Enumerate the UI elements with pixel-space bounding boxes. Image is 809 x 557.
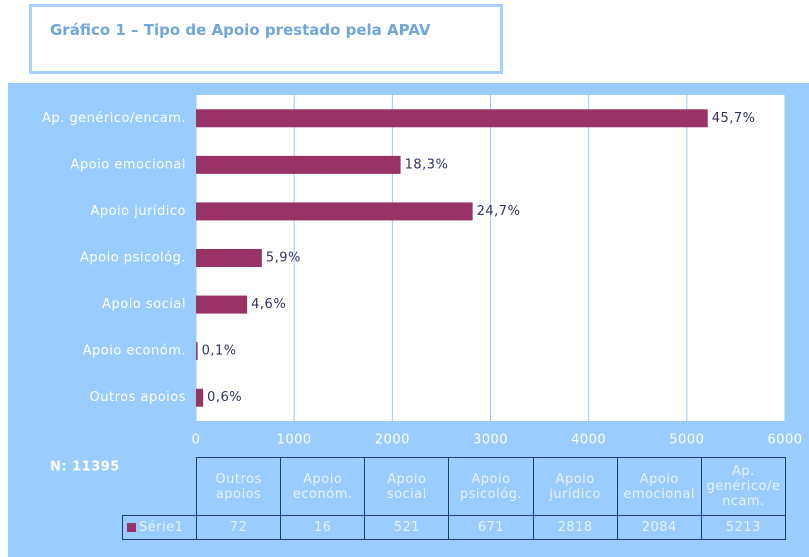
table-value: 16 xyxy=(280,515,366,540)
bar xyxy=(196,295,248,314)
table-header: Ap. genérico/encam. xyxy=(700,457,786,516)
data-label: 4,6% xyxy=(251,297,286,312)
legend: Série1 xyxy=(122,515,197,540)
x-tick-label: 3000 xyxy=(473,433,508,448)
chart-title: Gráfico 1 – Tipo de Apoio prestado pela … xyxy=(50,21,431,39)
table-header: Outros apoios xyxy=(196,457,282,516)
y-tick-label: Apoio social xyxy=(102,297,186,312)
title-box: Gráfico 1 – Tipo de Apoio prestado pela … xyxy=(29,4,503,74)
data-label: 45,7% xyxy=(712,111,756,126)
table-header: Apoio emocional xyxy=(616,457,702,516)
data-label: 24,7% xyxy=(477,204,521,219)
table-header: Apoio económ. xyxy=(280,457,366,516)
data-label: 18,3% xyxy=(405,157,449,172)
x-tick-label: 2000 xyxy=(375,433,410,448)
note: N: 11395 xyxy=(50,460,120,475)
table-value: 72 xyxy=(196,515,282,540)
legend-label: Série1 xyxy=(139,520,184,535)
table-header: Apoio jurídico xyxy=(532,457,618,516)
table-value: 671 xyxy=(448,515,534,540)
x-tick-label: 5000 xyxy=(669,433,704,448)
table-value: 2818 xyxy=(532,515,618,540)
y-tick-label: Ap. genérico/encam. xyxy=(42,111,186,126)
y-tick-label: Apoio emocional xyxy=(71,157,186,172)
y-tick-label: Apoio económ. xyxy=(83,344,186,359)
bar xyxy=(196,202,473,221)
x-tick-label: 6000 xyxy=(767,433,802,448)
table-value: 2084 xyxy=(616,515,702,540)
x-tick-label: 0 xyxy=(192,433,201,448)
table-value: 5213 xyxy=(700,515,786,540)
y-tick-label: Apoio jurídico xyxy=(90,204,186,219)
bar xyxy=(196,388,204,407)
data-label: 0,6% xyxy=(207,390,242,405)
bar xyxy=(196,109,708,128)
bar xyxy=(196,249,262,267)
x-tick-label: 4000 xyxy=(571,433,606,448)
x-tick-label: 1000 xyxy=(277,433,312,448)
bar xyxy=(196,155,401,174)
bar xyxy=(196,342,198,361)
y-tick-label: Apoio psicológ. xyxy=(80,251,186,266)
legend-swatch xyxy=(127,523,136,532)
data-label: 0,1% xyxy=(202,344,237,359)
data-label: 5,9% xyxy=(266,251,301,266)
table-header: Apoio psicológ. xyxy=(448,457,534,516)
y-tick-label: Outros apoios xyxy=(90,390,187,405)
table-header: Apoio social xyxy=(364,457,450,516)
table-value: 521 xyxy=(364,515,450,540)
